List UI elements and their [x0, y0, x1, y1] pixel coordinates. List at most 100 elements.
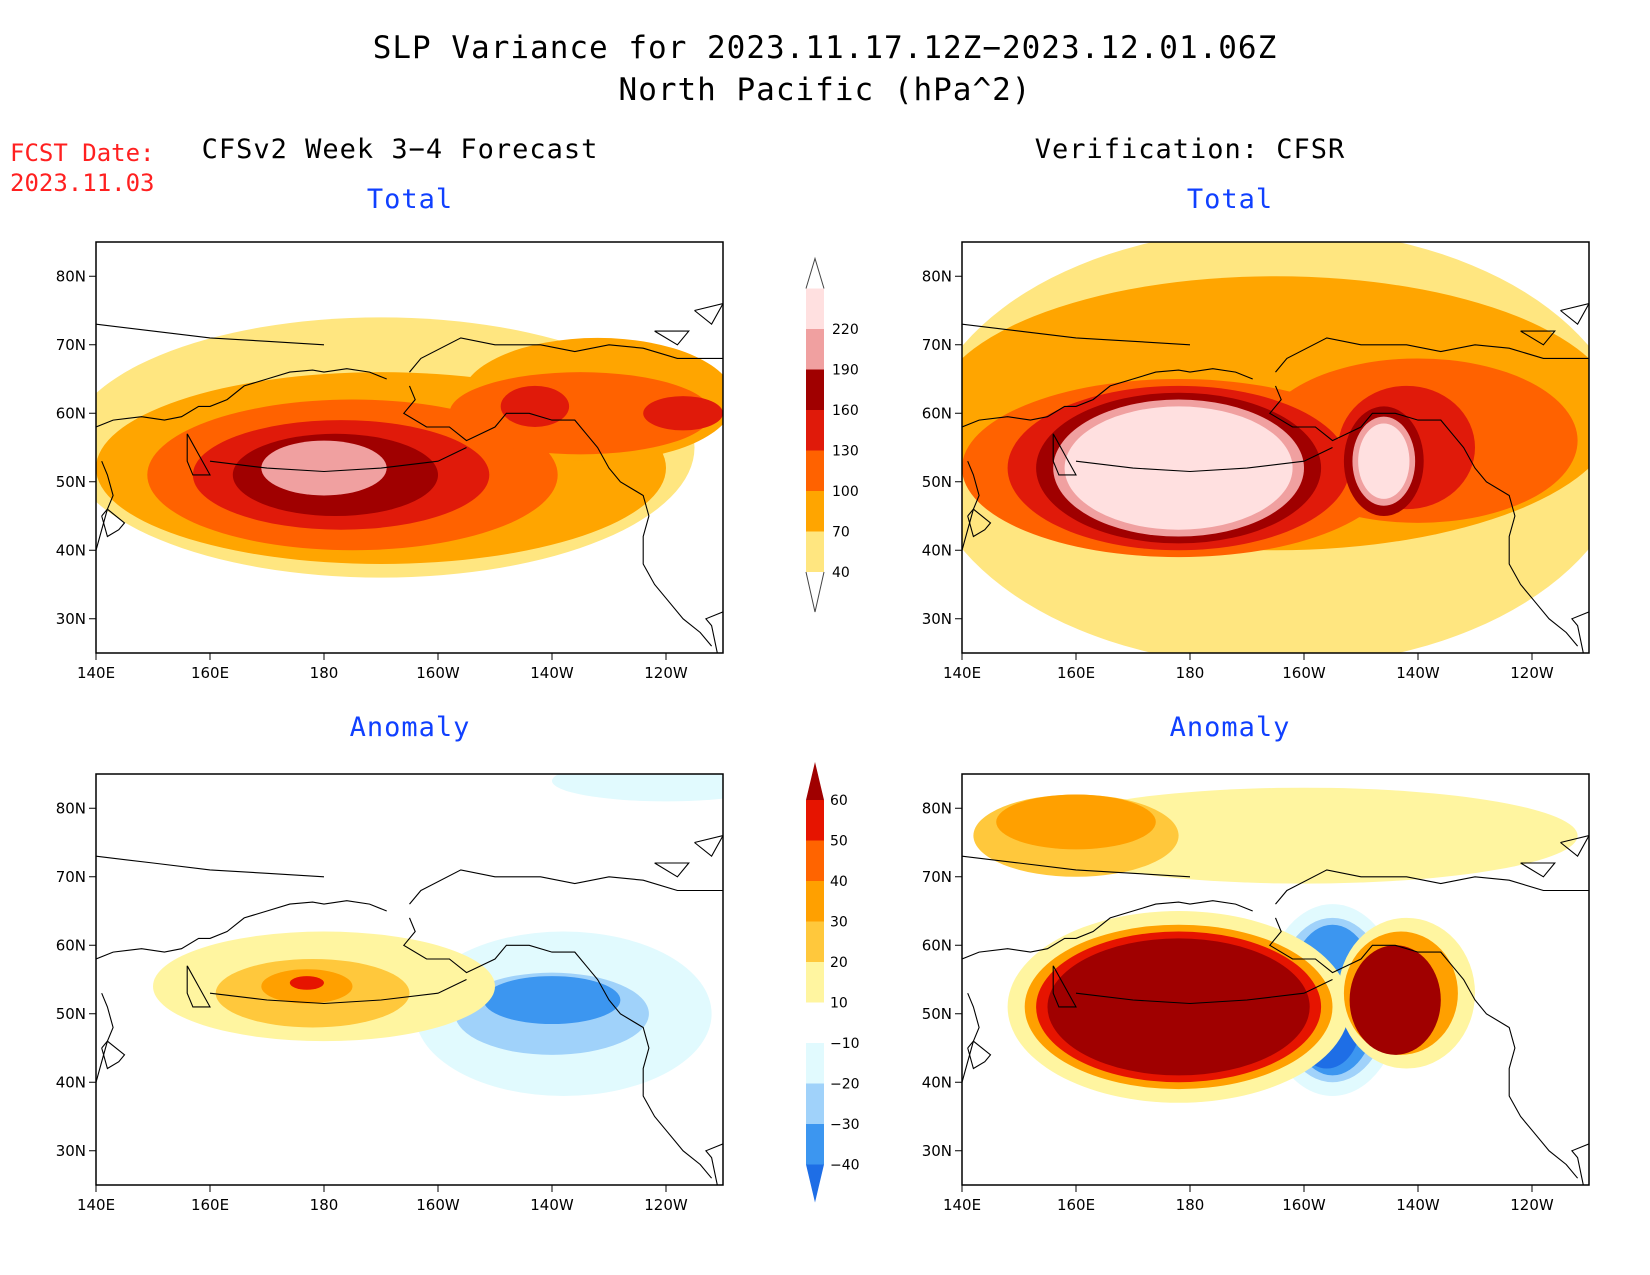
colorbar-swatch [806, 1043, 824, 1084]
coastline [654, 330, 690, 346]
lat-label: 60N [922, 404, 952, 422]
map-panel-verif-total: 140E 160E 180 160W 140W 120W 80N 70N 60N 50N 40N 30… [922, 241, 1590, 682]
lon-label: 160W [1282, 664, 1326, 682]
coastline [96, 368, 387, 428]
colorbar-arrow-top [805, 256, 825, 289]
contour-region [643, 396, 723, 431]
colorbar-label: −30 [830, 1117, 860, 1133]
lat-label: 70N [56, 336, 86, 354]
lat-label: 80N [56, 267, 86, 285]
coastline [96, 855, 325, 878]
colorbar-label: 220 [832, 322, 859, 338]
lat-label: 60N [922, 936, 952, 954]
coastline [1052, 965, 1077, 1008]
lon-label: 160E [1057, 664, 1095, 682]
coastline [967, 1040, 992, 1070]
colorbar-label: 60 [830, 793, 848, 809]
colorbar-label: 70 [832, 525, 850, 541]
map-plot-area [96, 242, 723, 653]
colorbar-label: 100 [832, 484, 859, 500]
coastline [96, 900, 387, 960]
colorbar-swatch [806, 1002, 824, 1043]
coastline [962, 992, 980, 1083]
lat-label: 80N [922, 267, 952, 285]
fcst-date-label: FCST Date: [10, 139, 155, 167]
colorbar-label: −40 [830, 1158, 860, 1174]
coastline [402, 917, 713, 1179]
lat-label: 70N [922, 868, 952, 886]
coastline [967, 508, 992, 538]
map-frame [95, 773, 724, 1186]
coastline [1520, 330, 1556, 346]
lat-label: 40N [922, 1073, 952, 1091]
colorbar-anomaly: −40 −30 −20 −10 10 20 30 40 50 60 [806, 762, 860, 1203]
map-frame [95, 241, 724, 654]
colorbar-label: 20 [830, 955, 848, 971]
colorbar-swatch [806, 921, 824, 962]
colorbar-label: 30 [830, 915, 848, 931]
lat-label: 50N [922, 1005, 952, 1023]
lat-label: 70N [922, 336, 952, 354]
panel-label-forecast-anomaly: Anomaly [349, 712, 471, 743]
colorbar-label: 130 [832, 444, 859, 460]
lon-label: 160W [416, 1196, 460, 1214]
coastline [962, 855, 1191, 878]
colorbar-label: 190 [832, 363, 859, 379]
coastline [96, 460, 114, 551]
colorbar-label: −20 [830, 1077, 860, 1093]
main-title: SLP Variance for 2023.11.17.12Z−2023.12.… [372, 30, 1278, 66]
coastline [1275, 337, 1589, 373]
colorbar-swatch [806, 531, 824, 572]
coastline [962, 323, 1191, 346]
coastline [1268, 385, 1579, 647]
map-frame [961, 241, 1590, 654]
coastline [1570, 611, 1589, 653]
lon-label: 140W [1396, 1196, 1440, 1214]
colorbar-total: 40 70 100 130 160 190 220 [805, 256, 859, 613]
colorbar-swatch [806, 450, 824, 491]
colorbar-swatch [806, 800, 824, 841]
lon-label: 140E [943, 1196, 981, 1214]
contour-region [1047, 938, 1310, 1076]
coastline [96, 323, 325, 346]
lon-label: 160W [416, 664, 460, 682]
colorbar-swatch [806, 881, 824, 922]
colorbar-swatch [806, 962, 824, 1003]
coastline [704, 1143, 723, 1185]
lat-label: 30N [922, 610, 952, 628]
main-subtitle: North Pacific (hPa^2) [618, 72, 1032, 108]
contour-region [1064, 406, 1293, 530]
colorbar-swatch [806, 1124, 824, 1165]
lat-label: 50N [922, 473, 952, 491]
coastline [1560, 303, 1589, 326]
colorbar-swatch [806, 288, 824, 329]
header-forecast: CFSv2 Week 3−4 Forecast [201, 134, 599, 165]
coastline [1075, 979, 1333, 1005]
coastline [962, 368, 1253, 428]
lat-label: 60N [56, 404, 86, 422]
lat-label: 30N [922, 1142, 952, 1160]
lon-label: 140E [943, 664, 981, 682]
coastline [1075, 447, 1333, 473]
coastline [1520, 862, 1556, 878]
coastline [209, 979, 467, 1005]
colorbar-arrow-top [806, 762, 824, 800]
lon-label: 120W [1510, 1196, 1554, 1214]
contour-region [483, 976, 621, 1025]
lat-label: 40N [56, 541, 86, 559]
coastline [1052, 433, 1077, 476]
contour-region [261, 440, 387, 496]
contour-region [996, 794, 1156, 850]
panel-label-verif-total: Total [1186, 184, 1274, 215]
lat-label: 80N [56, 799, 86, 817]
lat-label: 50N [56, 1005, 86, 1023]
lat-label: 50N [56, 473, 86, 491]
lon-label: 180 [310, 664, 339, 682]
lat-label: 70N [56, 868, 86, 886]
coastline [694, 303, 723, 326]
lon-label: 140W [530, 1196, 574, 1214]
colorbar-label: 10 [830, 996, 848, 1012]
lon-label: 140W [1396, 664, 1440, 682]
colorbar-arrow-bottom [806, 1164, 824, 1203]
panel-label-verif-anomaly: Anomaly [1169, 712, 1291, 743]
